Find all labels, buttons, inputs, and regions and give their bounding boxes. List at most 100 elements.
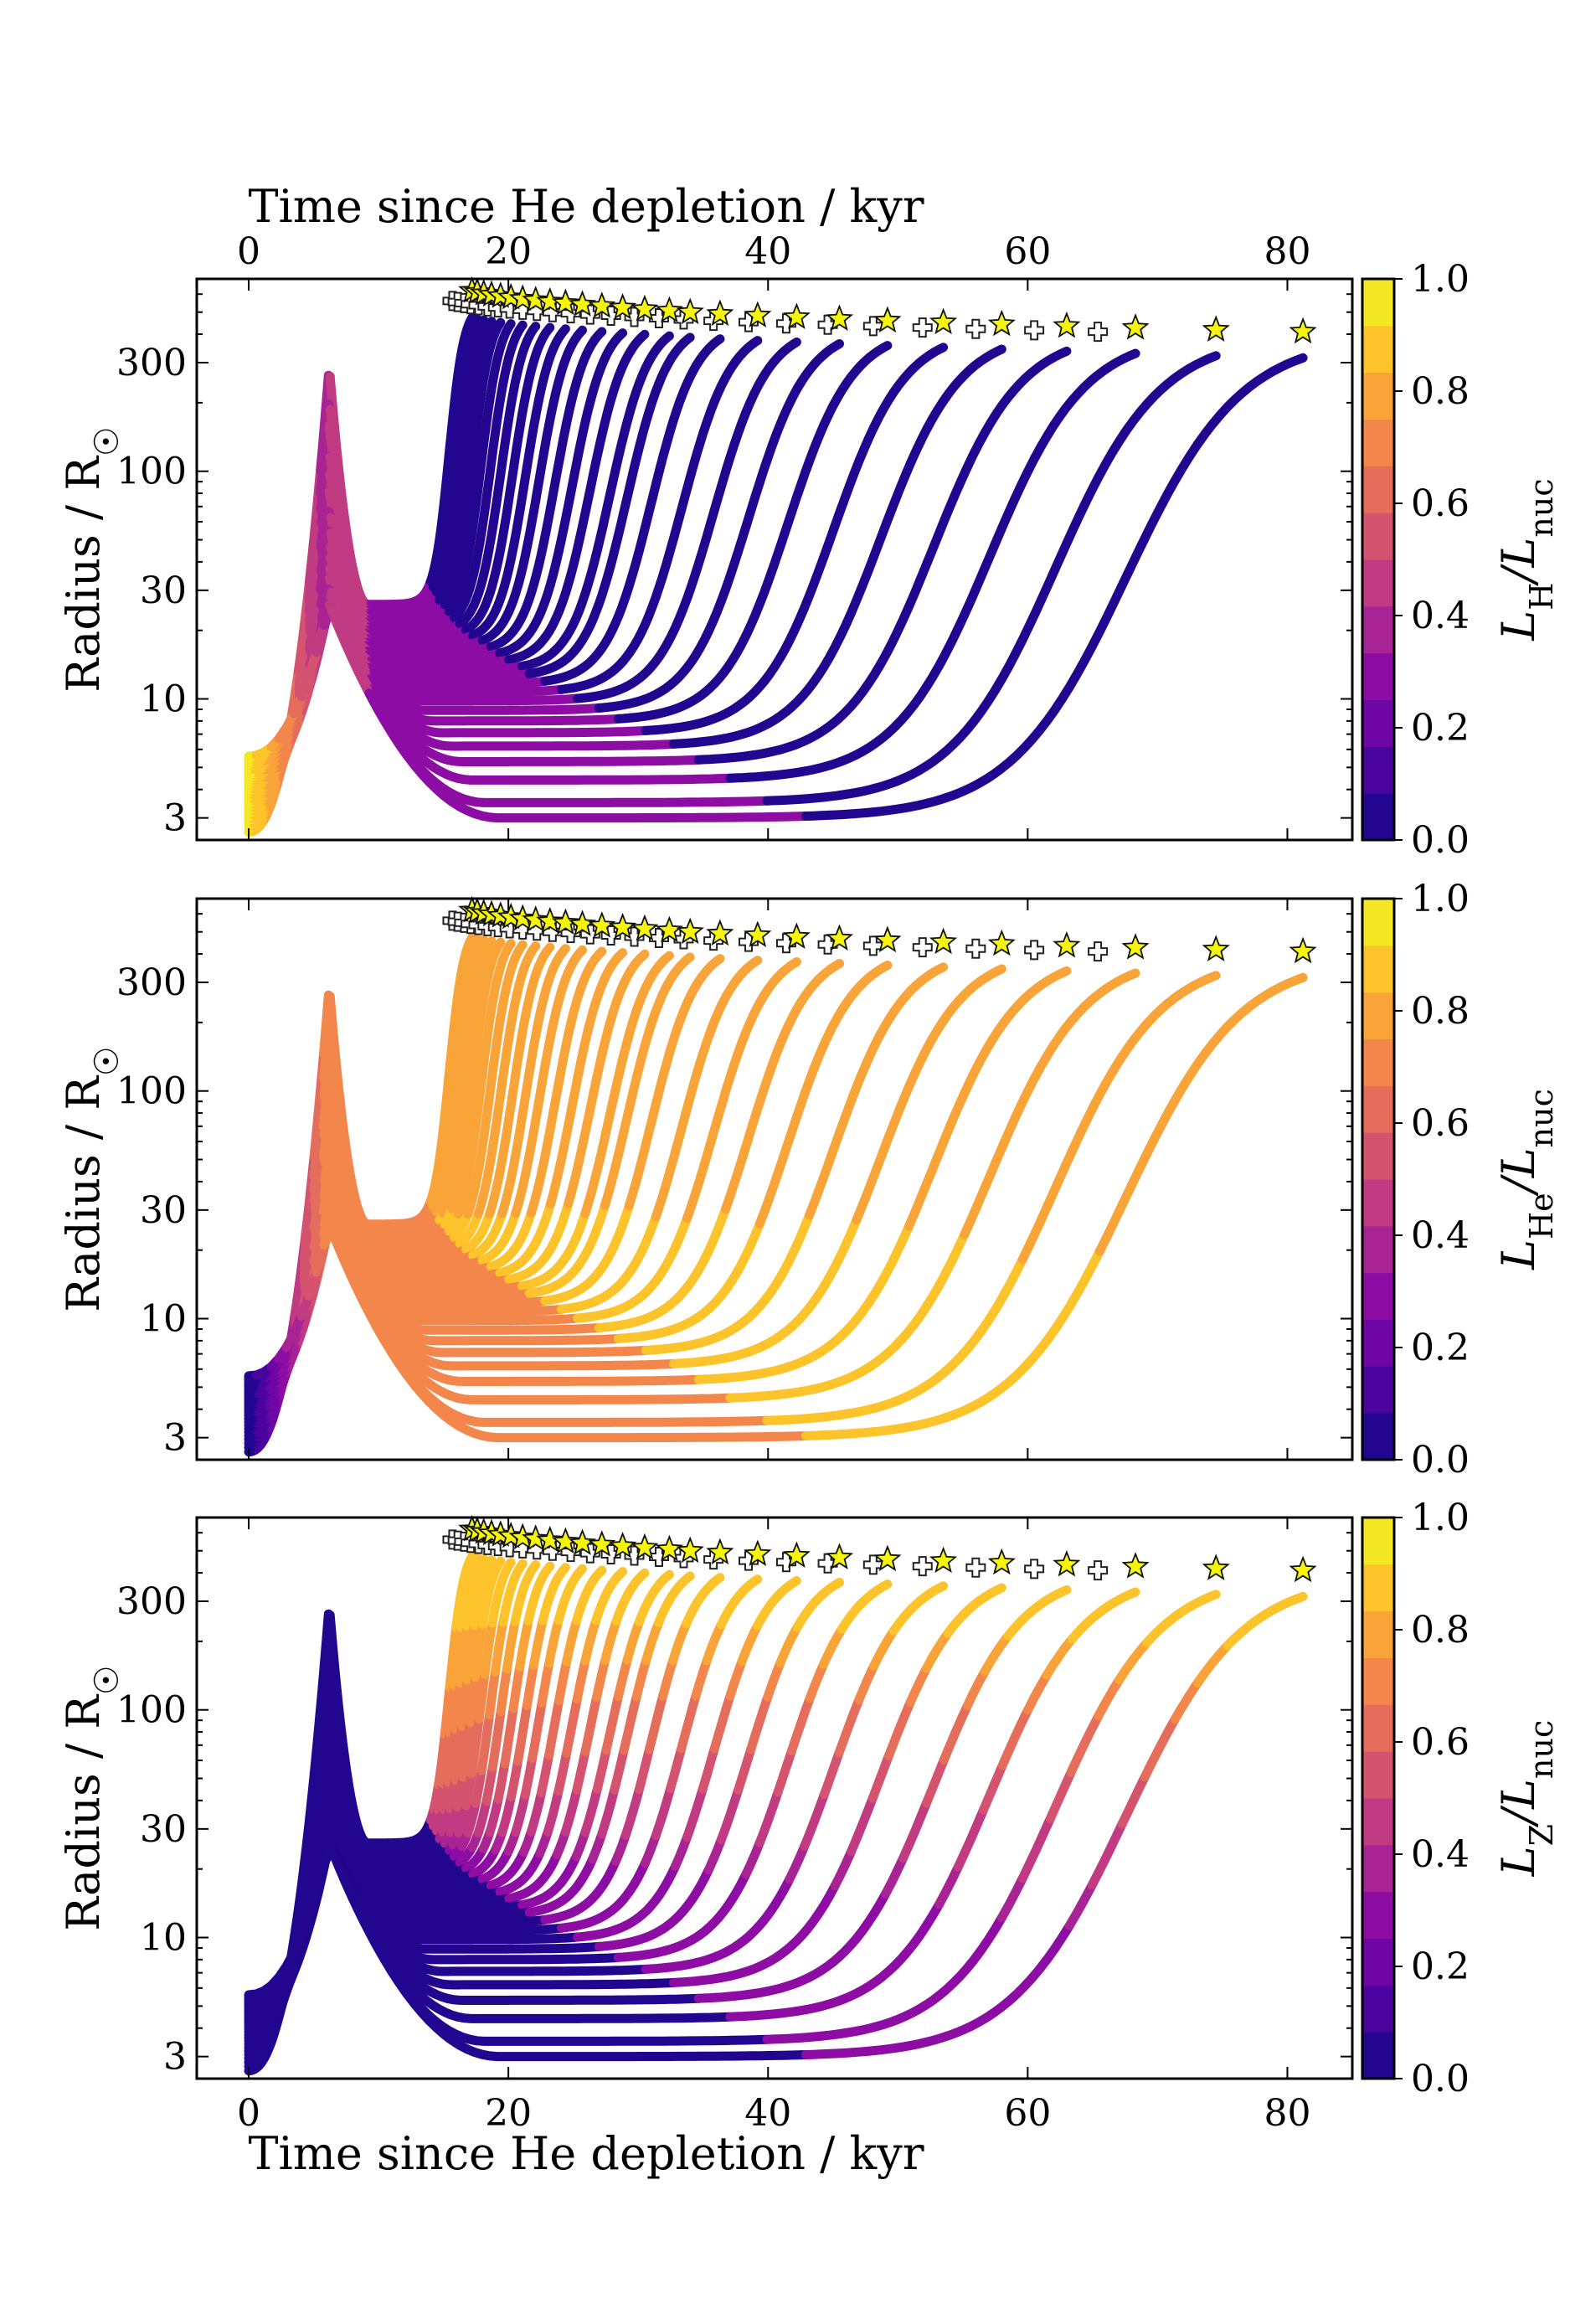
track-segment [996, 1873, 1027, 1923]
track-segment [554, 1657, 572, 1706]
y-tick-label: 10 [140, 1298, 187, 1341]
colorbar-level [1362, 1038, 1394, 1086]
track-segment [573, 338, 801, 703]
track-segment [819, 1748, 844, 1800]
colorbar-level [1362, 945, 1394, 993]
star-marker [1121, 1552, 1150, 1579]
track-segment [1170, 1678, 1202, 1724]
colorbar-level [1362, 1891, 1394, 1939]
track-segment [504, 329, 650, 665]
track-segment [572, 1656, 590, 1703]
track-segment [517, 1208, 590, 1291]
track-segment [455, 322, 541, 629]
star-marker [568, 1528, 597, 1555]
star-marker [551, 908, 579, 935]
track-segment [361, 650, 528, 675]
track-segment [463, 1798, 481, 1838]
star-marker [1202, 315, 1230, 343]
colorbar-label: LHe/Lnuc [1492, 1089, 1560, 1270]
star-marker [522, 905, 550, 932]
colorbar-tick-label: 0.4 [1411, 1833, 1470, 1876]
star-marker [508, 904, 537, 931]
track-segment [524, 1200, 610, 1298]
track-segment [1094, 972, 1308, 1256]
track-segment [792, 1578, 844, 1632]
plus-marker [912, 937, 933, 958]
track-segment [485, 1667, 500, 1720]
x-tick-label: 60 [1004, 2092, 1051, 2135]
track-segment [979, 1760, 1007, 1815]
track-segment [830, 1847, 856, 1891]
track-segment [883, 1698, 915, 1760]
track-segment [362, 625, 471, 642]
track-segment [721, 959, 844, 1214]
track-segment [631, 1656, 651, 1702]
track-segment [702, 1620, 726, 1666]
x-tick-label: 20 [485, 2092, 532, 2135]
plus-marker [965, 318, 986, 339]
track-segment [461, 322, 555, 635]
star-marker [536, 906, 564, 934]
plus-marker [862, 316, 883, 337]
track-segment [522, 1660, 538, 1710]
track-segment [540, 334, 725, 686]
track-segment [1140, 1714, 1180, 1782]
star-marker [825, 304, 854, 331]
colorbar-tick-label: 0.2 [1411, 1945, 1470, 1988]
track-segment [480, 1618, 497, 1679]
track-segment [428, 934, 482, 1212]
track-segment [560, 1785, 582, 1837]
star-marker [536, 286, 564, 314]
track-segment [486, 1208, 536, 1271]
colorbar-level [1362, 746, 1394, 794]
track-segment [962, 1667, 990, 1711]
track-segment [438, 1727, 455, 1789]
track-segment [734, 1744, 756, 1796]
track-segment [487, 1707, 506, 1772]
track-segment [620, 1785, 644, 1840]
track-segment [327, 605, 374, 698]
track-segment [775, 1622, 802, 1667]
x-tick-label-top: 80 [1264, 230, 1310, 273]
plus-marker [499, 918, 520, 939]
track-segment [468, 324, 570, 641]
star-marker [987, 309, 1016, 337]
plus-marker [487, 297, 508, 318]
track-segment [553, 1748, 572, 1796]
track-segment [881, 1853, 908, 1899]
plus-marker [1088, 322, 1109, 343]
track-segment [805, 962, 949, 1220]
track-segment [592, 1745, 611, 1794]
x-tick-label: 80 [1264, 2092, 1310, 2135]
colorbar-tick-label: 0.4 [1411, 1214, 1470, 1257]
colorbar-tick-label: 0.8 [1411, 1609, 1470, 1652]
track-segment [487, 1558, 516, 1628]
axes-frame [195, 1516, 1354, 2080]
colorbar-tick-label: 1.0 [1411, 878, 1470, 920]
x-tick-label-top: 60 [1004, 230, 1051, 273]
x-tick-label: 40 [744, 2092, 791, 2135]
track-segment [669, 344, 1006, 749]
track-segment [904, 966, 1072, 1231]
track-segment [454, 939, 516, 1219]
colorbar-level [1362, 992, 1394, 1039]
track-segment [571, 1827, 590, 1862]
colorbar-tick-label: 1.0 [1411, 258, 1470, 301]
star-marker [1053, 311, 1081, 338]
track-segment [556, 1212, 661, 1314]
track-segment [463, 940, 528, 1219]
track-segment [737, 1621, 763, 1667]
track-segment [800, 1790, 829, 1852]
track-segment [449, 320, 528, 623]
track-segment [364, 688, 811, 823]
track-segment [456, 1553, 482, 1632]
star-marker [551, 1527, 579, 1554]
colorbar-level [1362, 1751, 1394, 1799]
star-marker [676, 1536, 704, 1564]
track-segment [1064, 1880, 1097, 1930]
track-segment [362, 657, 550, 689]
track-segment [1223, 1591, 1308, 1651]
track-segment [562, 1693, 582, 1758]
track-segment [461, 1844, 488, 1873]
